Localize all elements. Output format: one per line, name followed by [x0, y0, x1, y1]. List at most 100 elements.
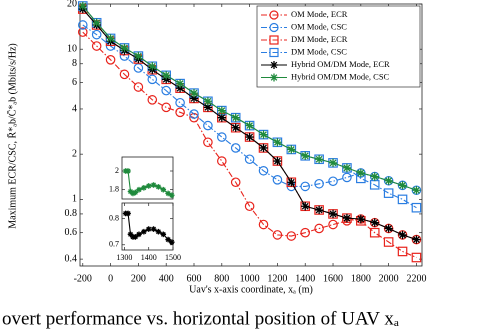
marker — [314, 178, 324, 189]
marker — [412, 235, 421, 244]
marker — [175, 97, 185, 108]
x-tick-label: 600 — [187, 273, 202, 284]
marker — [259, 130, 268, 139]
legend — [256, 5, 421, 88]
series-line — [82, 5, 417, 209]
y-tick-label: 4 — [72, 103, 77, 114]
marker — [168, 192, 175, 199]
marker — [342, 163, 352, 173]
marker — [175, 107, 185, 118]
marker — [269, 22, 279, 33]
marker — [147, 74, 158, 85]
marker — [148, 62, 157, 71]
legend-label: OM Mode, CSC — [291, 21, 347, 31]
x-tick-label: 1300 — [116, 253, 132, 262]
marker — [258, 165, 269, 176]
marker — [287, 145, 296, 154]
y-tick-label: 8 — [72, 58, 77, 69]
y-tick-label: 10 — [67, 44, 77, 55]
marker — [412, 186, 421, 195]
marker — [314, 223, 324, 234]
marker — [165, 190, 171, 197]
y-tick-label: 0.4 — [65, 253, 78, 264]
marker — [77, 27, 88, 37]
marker — [244, 154, 255, 165]
marker — [342, 172, 352, 183]
marker — [328, 209, 338, 219]
marker — [105, 55, 116, 65]
marker — [78, 1, 87, 11]
marker — [132, 234, 139, 240]
marker — [91, 41, 102, 51]
marker — [245, 121, 254, 130]
marker — [160, 186, 167, 193]
y-tick-label: 0.8 — [109, 213, 119, 222]
marker — [269, 10, 279, 20]
legend-label: OM Mode, ECR — [291, 9, 348, 19]
y-tick-label: 0.6 — [65, 227, 78, 238]
marker — [203, 97, 213, 106]
marker — [125, 168, 131, 174]
y-tick-label: 1 — [72, 194, 77, 205]
legend-label: DM Mode, CSC — [291, 46, 347, 56]
marker — [244, 201, 255, 212]
marker — [258, 219, 269, 230]
y-axis-title: Maximum ECR/CSC, R̄*ₐb/C̄*ₐb (Mbits/s/Hz… — [6, 43, 18, 229]
marker — [189, 94, 199, 103]
marker — [273, 138, 282, 147]
marker — [161, 85, 171, 96]
marker — [145, 183, 152, 189]
legend-label: Hybrid OM/DM Mode, ECR — [291, 59, 390, 69]
x-tick-label: 1500 — [165, 253, 181, 262]
marker — [120, 43, 129, 53]
marker — [328, 158, 338, 168]
marker — [136, 231, 142, 238]
marker — [155, 228, 162, 235]
marker — [397, 194, 408, 205]
marker — [356, 168, 366, 178]
y-tick-label: 1.8 — [109, 184, 119, 193]
marker — [92, 18, 101, 27]
y-tick-label: 2 — [72, 148, 77, 159]
marker — [175, 83, 185, 93]
marker — [77, 20, 88, 30]
marker — [203, 103, 213, 112]
marker — [91, 29, 102, 40]
marker — [189, 88, 199, 98]
marker — [398, 230, 407, 240]
legend-label: DM Mode, ECR — [291, 34, 348, 44]
marker — [287, 178, 296, 187]
marker — [273, 156, 282, 166]
marker — [245, 132, 254, 142]
marker — [134, 51, 143, 61]
marker — [269, 47, 279, 58]
marker — [384, 176, 393, 185]
y-tick-label: 6 — [72, 77, 77, 88]
marker — [136, 186, 142, 193]
marker — [217, 132, 227, 142]
marker — [150, 226, 157, 232]
marker — [314, 205, 324, 215]
marker — [230, 177, 241, 188]
marker — [397, 246, 408, 257]
y-tick-label: 0.7 — [109, 240, 119, 249]
x-tick-label: 2200 — [406, 273, 426, 284]
marker — [127, 188, 134, 195]
marker — [272, 174, 283, 185]
x-tick-label: 1400 — [295, 273, 315, 284]
legend-label: Hybrid OM/DM Mode, CSC — [291, 71, 390, 81]
marker — [270, 73, 278, 82]
marker — [383, 237, 394, 247]
marker — [356, 214, 366, 224]
marker — [203, 137, 213, 148]
marker — [270, 61, 278, 69]
marker — [272, 230, 283, 240]
marker — [269, 35, 279, 45]
marker — [155, 184, 162, 190]
x-tick-label: -200 — [74, 273, 92, 284]
marker — [259, 143, 268, 153]
marker — [300, 181, 311, 192]
marker — [328, 219, 338, 230]
marker — [383, 188, 394, 198]
